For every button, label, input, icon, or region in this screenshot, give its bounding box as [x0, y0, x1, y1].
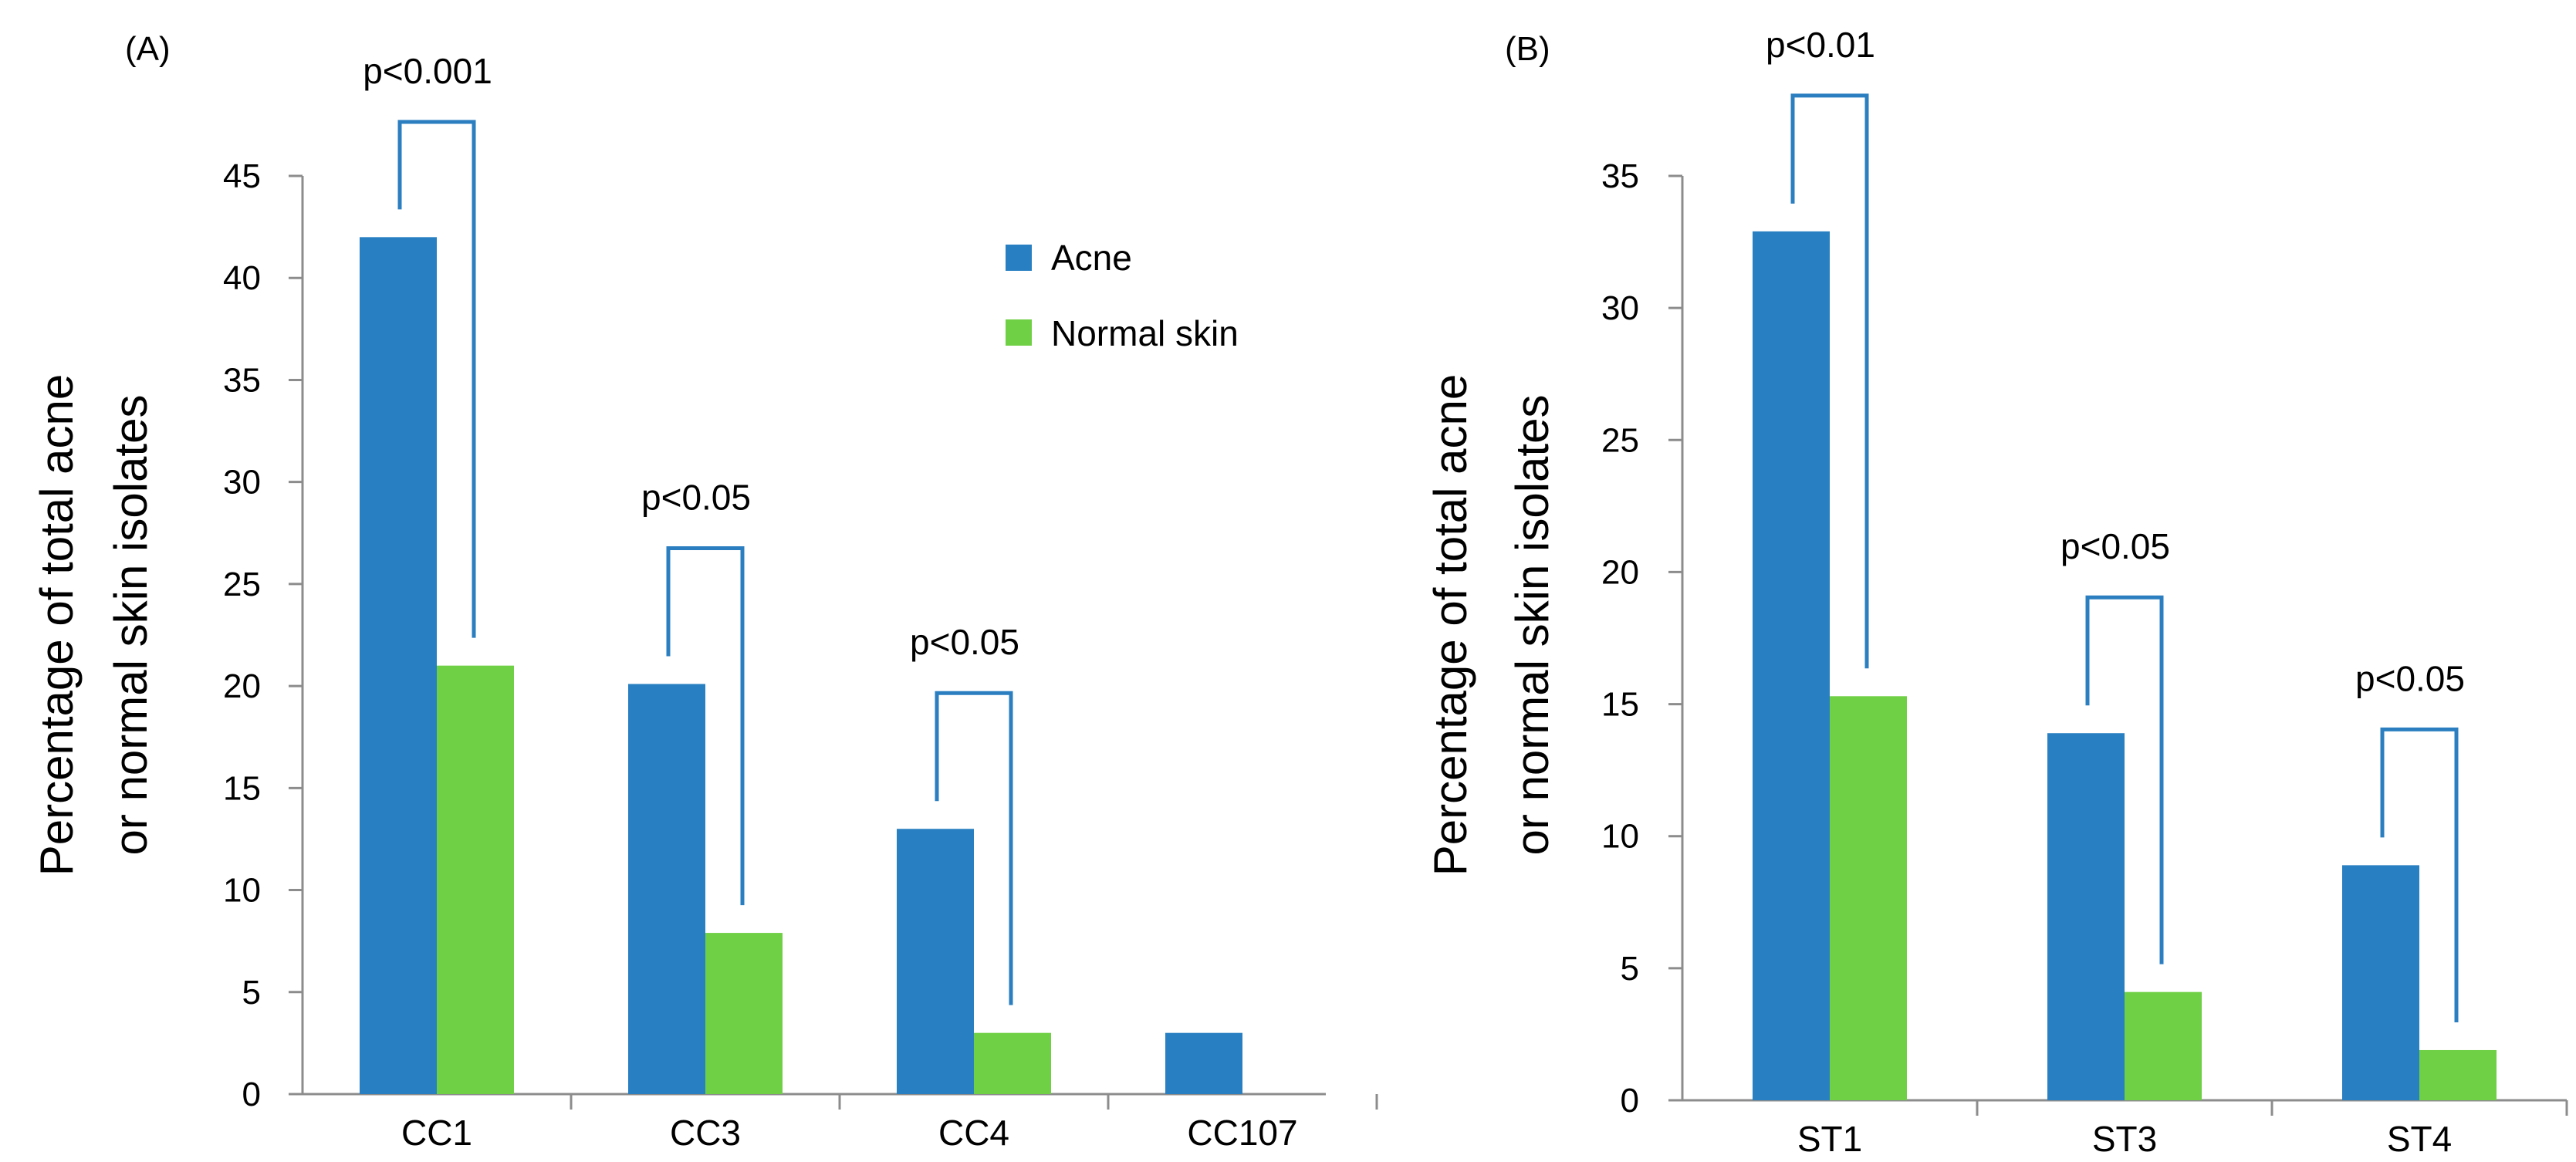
panel-b-y-tick-label: 15	[1601, 686, 1639, 724]
panel-b-p-value-st1: p<0.01	[1766, 25, 1875, 65]
panel-a-axes: 0 5 10 15 20 25 30 35 40 45 CC1 CC3 CC4 CC107	[223, 157, 1378, 1153]
panel-b-y-tick-label: 0	[1621, 1082, 1639, 1120]
panel-a-bar-cc1-acne	[360, 237, 437, 1094]
panel-a-significance-bracket-cc1	[397, 120, 476, 638]
panel-b-y-tick-label: 35	[1601, 157, 1639, 195]
panel-b-annotations: p<0.01 p<0.05 p<0.05	[1766, 25, 2465, 1022]
panel-a-chart: (A) Percentage of total acne or normal s…	[31, 30, 1378, 1153]
panel-b-y-axis-title: Percentage of total acne or normal skin …	[1425, 374, 1558, 876]
panel-a-y-axis-title-line-1: Percentage of total acne	[31, 374, 83, 876]
panel-b-bars	[1753, 231, 2497, 1100]
panel-b-bar-st3-normal-skin	[2125, 991, 2202, 1100]
panel-b-bar-st1-acne	[1753, 231, 1830, 1100]
panel-a-y-tick-label: 35	[223, 361, 261, 399]
panel-a-significance-bracket-cc4	[935, 691, 1013, 1005]
panel-a-bar-cc3-normal-skin	[705, 933, 783, 1094]
panel-b-bar-st1-normal-skin	[1830, 696, 1907, 1100]
panel-b-y-tick-label: 30	[1601, 289, 1639, 327]
panel-a-bar-cc4-acne	[897, 829, 974, 1094]
panel-a-y-axis-title-line-2: or normal skin isolates	[105, 395, 157, 856]
panel-a-y-axis-title: Percentage of total acne or normal skin …	[31, 374, 157, 876]
panel-a-p-value-cc1: p<0.001	[363, 51, 492, 91]
panel-a-y-tick-label: 30	[223, 464, 261, 502]
panel-b-x-tick-label: ST4	[2387, 1119, 2452, 1159]
panel-a-annotations: p<0.001 p<0.05 p<0.05	[363, 51, 1019, 1005]
panel-b-y-tick-label: 20	[1601, 553, 1639, 591]
panel-b-y-tick-label: 25	[1601, 421, 1639, 459]
panel-a-y-tick-label: 5	[242, 974, 261, 1012]
panel-b-p-value-st3: p<0.05	[2060, 526, 2170, 566]
panel-b-bar-st4-normal-skin	[2419, 1049, 2497, 1100]
panel-a-p-value-cc4: p<0.05	[910, 622, 1019, 662]
panel-b-chart: (B) Percentage of total acne or normal s…	[1425, 25, 2568, 1159]
panel-b-significance-bracket-st1	[1790, 93, 1869, 669]
panel-a-x-tick-label: CC107	[1187, 1113, 1297, 1153]
panel-a-bar-cc4-normal-skin	[974, 1032, 1051, 1094]
panel-b-x-tick-label: ST3	[2092, 1119, 2157, 1159]
panel-b-label: (B)	[1505, 30, 1550, 68]
panel-a-y-tick-label: 20	[223, 667, 261, 705]
panel-a-bar-cc107-acne	[1165, 1032, 1242, 1094]
panel-b-significance-bracket-st3	[2085, 595, 2164, 964]
panel-b-significance-bracket-st4	[2380, 727, 2459, 1022]
legend: Acne Normal skin	[1006, 238, 1239, 353]
panel-b-x-tick-label: ST1	[1797, 1119, 1862, 1159]
panel-a-label: (A)	[125, 30, 171, 68]
panel-b-bar-st4-acne	[2342, 865, 2419, 1100]
legend-label-acne: Acne	[1051, 238, 1132, 278]
panel-a-y-tick-label: 10	[223, 872, 261, 910]
panel-a-bars	[360, 237, 1242, 1094]
panel-b-bar-st3-acne	[2047, 733, 2125, 1100]
panel-a-bar-cc3-acne	[628, 684, 705, 1094]
panel-a-y-tick-label: 25	[223, 566, 261, 603]
legend-swatch-acne	[1006, 245, 1032, 271]
panel-b-p-value-st4: p<0.05	[2355, 658, 2465, 698]
legend-label-normal-skin: Normal skin	[1051, 313, 1239, 353]
panel-b-y-tick-label: 10	[1601, 818, 1639, 856]
panel-a-significance-bracket-cc3	[666, 546, 745, 906]
panel-a-y-tick-label: 40	[223, 259, 261, 297]
panel-a-y-tick-label: 0	[242, 1076, 261, 1113]
panel-a-p-value-cc3: p<0.05	[641, 477, 751, 517]
panel-b-y-tick-label: 5	[1621, 950, 1639, 988]
panel-a-x-tick-label: CC1	[401, 1113, 472, 1153]
panel-a-y-tick-label: 15	[223, 769, 261, 807]
panel-b-y-axis-title-line-1: Percentage of total acne	[1425, 374, 1476, 876]
panel-a-y-tick-label: 45	[223, 157, 261, 195]
panel-a-bar-cc1-normal-skin	[437, 665, 514, 1094]
legend-swatch-normal-skin	[1006, 319, 1032, 346]
panel-a-x-tick-label: CC4	[938, 1113, 1009, 1153]
panel-a-x-tick-label: CC3	[670, 1113, 741, 1153]
panel-b-y-axis-title-line-2: or normal skin isolates	[1506, 395, 1558, 856]
